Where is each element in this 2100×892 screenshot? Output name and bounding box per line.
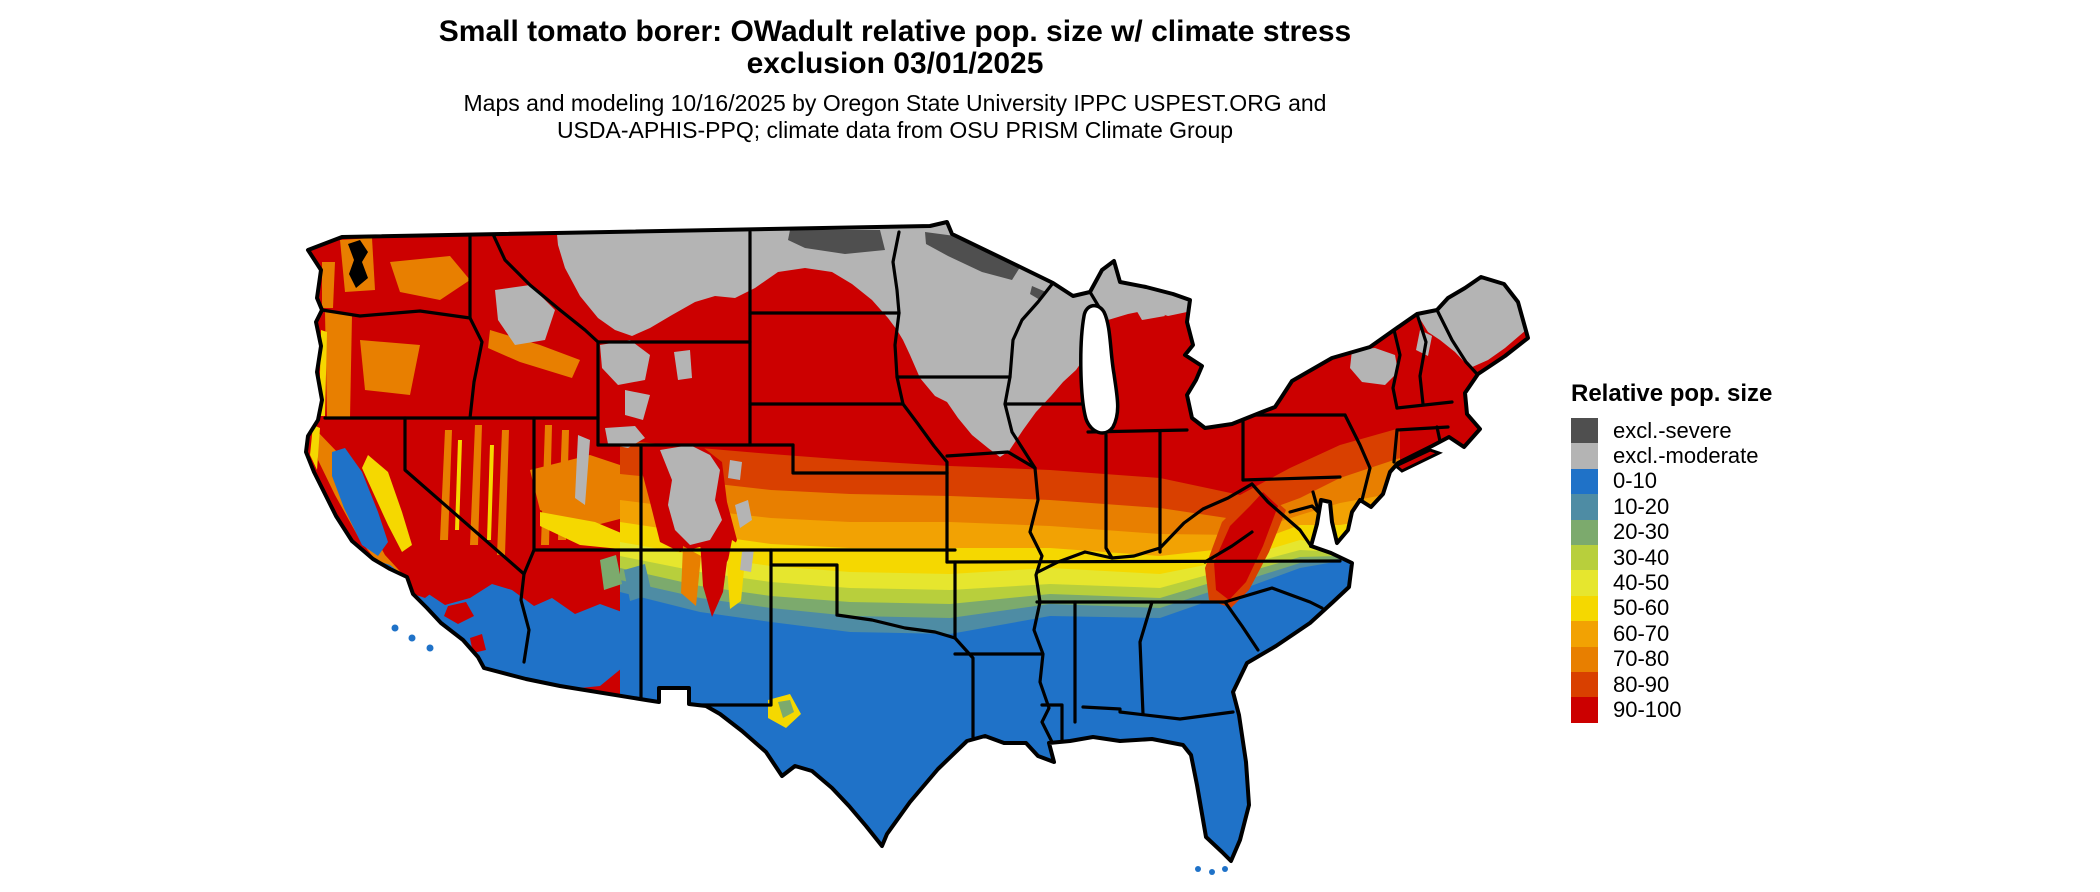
- appalachian-tongue: [1205, 492, 1286, 608]
- legend-label: 70-80: [1613, 646, 1670, 672]
- legend-entry: excl.-severe: [1571, 417, 1772, 444]
- map-raster-layers: [306, 222, 1528, 861]
- exclusion-moderate-regions: [495, 222, 1526, 572]
- figure-title-line1: Small tomato borer: OWadult relative pop…: [438, 15, 1352, 48]
- legend-label: 60-70: [1613, 620, 1670, 646]
- legend-label: 0-10: [1613, 468, 1658, 494]
- figure-subtitle-line1: Maps and modeling 10/16/2025 by Oregon S…: [463, 90, 1327, 116]
- legend-label: 80-90: [1613, 671, 1670, 697]
- legend-label: 40-50: [1613, 570, 1670, 596]
- figure-subtitle-line2: USDA-APHIS-PPQ; climate data from OSU PR…: [556, 117, 1234, 143]
- legend-swatch-c90: [1571, 697, 1598, 723]
- legend-title: Relative pop. size: [1571, 380, 1773, 407]
- florida-keys: [1195, 866, 1228, 875]
- legend-swatch-moderate: [1571, 443, 1598, 469]
- legend-entry: 30-40: [1571, 544, 1772, 571]
- legend-swatch-c40: [1571, 570, 1598, 596]
- legend-label: 90-100: [1613, 697, 1682, 722]
- legend-entry: 80-90: [1571, 671, 1772, 698]
- legend-entry: 20-30: [1571, 519, 1772, 545]
- legend-entry: 90-100: [1571, 697, 1772, 723]
- legend-label: 50-60: [1613, 595, 1670, 621]
- puget-sound: [348, 240, 368, 288]
- legend-label: excl.-severe: [1613, 417, 1732, 443]
- channel-islands: [391, 624, 434, 652]
- legend-swatch-c10: [1571, 494, 1598, 520]
- legend-swatch-c0: [1571, 468, 1598, 495]
- legend-label: 30-40: [1613, 544, 1670, 570]
- legend-entry: 70-80: [1571, 646, 1772, 672]
- legend-swatch-c60: [1571, 621, 1598, 647]
- legend-swatch-severe: [1571, 418, 1598, 444]
- legend-entry: 60-70: [1571, 620, 1772, 647]
- legend-entry: 0-10: [1571, 468, 1772, 495]
- legend: Relative pop. size excl.-severe excl.-mod…: [1571, 380, 1772, 723]
- state-borders: [320, 230, 1479, 744]
- legend-entry: excl.-moderate: [1571, 443, 1772, 469]
- western-terrain-patches: [310, 238, 635, 610]
- legend-swatch-c50: [1571, 595, 1598, 622]
- conus-outline: [304, 220, 1530, 863]
- long-island: [1393, 448, 1443, 473]
- figure-title-line2: exclusion 03/01/2025: [746, 47, 1044, 80]
- figure-subtitle: Maps and modeling 10/16/2025 by Oregon S…: [230, 90, 1560, 144]
- legend-label: 10-20: [1613, 493, 1670, 519]
- legend-entry: 40-50: [1571, 570, 1772, 596]
- legend-entry: 50-60: [1571, 595, 1772, 622]
- legend-swatch-c80: [1571, 671, 1598, 698]
- legend-label: 20-30: [1613, 519, 1670, 545]
- lake-michigan: [1079, 303, 1120, 435]
- legend-entry: 10-20: [1571, 493, 1772, 520]
- legend-swatch-c30: [1571, 544, 1598, 571]
- legend-entries: excl.-severe excl.-moderate 0-10 10-20 20-30…: [1571, 418, 1772, 723]
- figure-title: Small tomato borer: OWadult relative pop…: [230, 16, 1560, 80]
- legend-swatch-c20: [1571, 519, 1598, 545]
- legend-swatch-c70: [1571, 646, 1598, 672]
- legend-label: excl.-moderate: [1613, 443, 1759, 469]
